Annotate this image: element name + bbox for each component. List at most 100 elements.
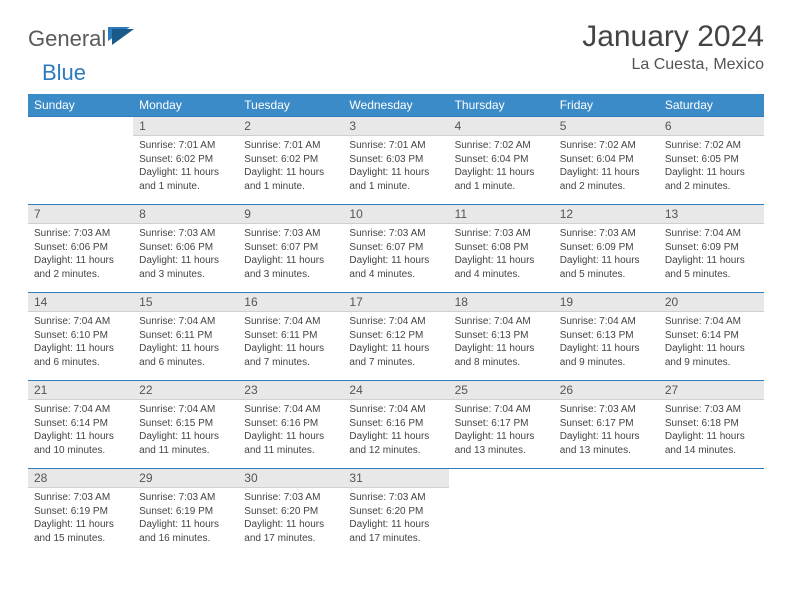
weekday-header: Sunday	[28, 94, 133, 117]
daylight-line: Daylight: 11 hours and 6 minutes.	[139, 342, 232, 369]
sunrise-line: Sunrise: 7:04 AM	[244, 315, 337, 329]
sunrise-line: Sunrise: 7:03 AM	[349, 227, 442, 241]
day-number: 11	[449, 205, 554, 224]
sunrise-line: Sunrise: 7:02 AM	[560, 139, 653, 153]
sunset-line: Sunset: 6:09 PM	[560, 241, 653, 255]
calendar-day: 7Sunrise: 7:03 AMSunset: 6:06 PMDaylight…	[28, 205, 133, 293]
location: La Cuesta, Mexico	[582, 56, 764, 74]
day-details: Sunrise: 7:03 AMSunset: 6:19 PMDaylight:…	[133, 488, 238, 548]
sunset-line: Sunset: 6:19 PM	[34, 505, 127, 519]
daylight-line: Daylight: 11 hours and 7 minutes.	[244, 342, 337, 369]
daylight-line: Daylight: 11 hours and 4 minutes.	[349, 254, 442, 281]
sunset-line: Sunset: 6:19 PM	[139, 505, 232, 519]
sunrise-line: Sunrise: 7:03 AM	[139, 491, 232, 505]
calendar-day: 30Sunrise: 7:03 AMSunset: 6:20 PMDayligh…	[238, 469, 343, 557]
day-details: Sunrise: 7:01 AMSunset: 6:02 PMDaylight:…	[238, 136, 343, 196]
daylight-line: Daylight: 11 hours and 3 minutes.	[139, 254, 232, 281]
daylight-line: Daylight: 11 hours and 9 minutes.	[665, 342, 758, 369]
day-details: Sunrise: 7:03 AMSunset: 6:07 PMDaylight:…	[343, 224, 448, 284]
sunrise-line: Sunrise: 7:02 AM	[455, 139, 548, 153]
day-details: Sunrise: 7:01 AMSunset: 6:02 PMDaylight:…	[133, 136, 238, 196]
calendar-day: 22Sunrise: 7:04 AMSunset: 6:15 PMDayligh…	[133, 381, 238, 469]
sunset-line: Sunset: 6:07 PM	[244, 241, 337, 255]
sunrise-line: Sunrise: 7:04 AM	[349, 315, 442, 329]
sunset-line: Sunset: 6:11 PM	[139, 329, 232, 343]
day-details: Sunrise: 7:04 AMSunset: 6:16 PMDaylight:…	[343, 400, 448, 460]
daylight-line: Daylight: 11 hours and 17 minutes.	[349, 518, 442, 545]
calendar-day: 8Sunrise: 7:03 AMSunset: 6:06 PMDaylight…	[133, 205, 238, 293]
calendar-day: 25Sunrise: 7:04 AMSunset: 6:17 PMDayligh…	[449, 381, 554, 469]
sunrise-line: Sunrise: 7:04 AM	[244, 403, 337, 417]
day-number: 22	[133, 381, 238, 400]
weekday-header: Friday	[554, 94, 659, 117]
day-number: 1	[133, 117, 238, 136]
weekday-header-row: SundayMondayTuesdayWednesdayThursdayFrid…	[28, 94, 764, 117]
daylight-line: Daylight: 11 hours and 11 minutes.	[139, 430, 232, 457]
calendar-day: 5Sunrise: 7:02 AMSunset: 6:04 PMDaylight…	[554, 117, 659, 205]
daylight-line: Daylight: 11 hours and 5 minutes.	[560, 254, 653, 281]
day-number: 15	[133, 293, 238, 312]
logo-text-general: General	[28, 26, 106, 52]
sunset-line: Sunset: 6:05 PM	[665, 153, 758, 167]
sunrise-line: Sunrise: 7:04 AM	[139, 315, 232, 329]
calendar-day: 12Sunrise: 7:03 AMSunset: 6:09 PMDayligh…	[554, 205, 659, 293]
sunset-line: Sunset: 6:13 PM	[560, 329, 653, 343]
day-number: 9	[238, 205, 343, 224]
day-details: Sunrise: 7:03 AMSunset: 6:06 PMDaylight:…	[133, 224, 238, 284]
day-number: 21	[28, 381, 133, 400]
day-number: 7	[28, 205, 133, 224]
calendar-day: 21Sunrise: 7:04 AMSunset: 6:14 PMDayligh…	[28, 381, 133, 469]
daylight-line: Daylight: 11 hours and 4 minutes.	[455, 254, 548, 281]
day-details: Sunrise: 7:01 AMSunset: 6:03 PMDaylight:…	[343, 136, 448, 196]
calendar-day: 16Sunrise: 7:04 AMSunset: 6:11 PMDayligh…	[238, 293, 343, 381]
logo: General	[28, 20, 136, 52]
calendar-table: SundayMondayTuesdayWednesdayThursdayFrid…	[28, 94, 764, 557]
day-number: 31	[343, 469, 448, 488]
calendar-empty	[554, 469, 659, 557]
sunrise-line: Sunrise: 7:03 AM	[139, 227, 232, 241]
sunset-line: Sunset: 6:18 PM	[665, 417, 758, 431]
day-details: Sunrise: 7:02 AMSunset: 6:04 PMDaylight:…	[449, 136, 554, 196]
day-details: Sunrise: 7:02 AMSunset: 6:05 PMDaylight:…	[659, 136, 764, 196]
day-details: Sunrise: 7:04 AMSunset: 6:13 PMDaylight:…	[449, 312, 554, 372]
day-number: 23	[238, 381, 343, 400]
day-number: 12	[554, 205, 659, 224]
sunrise-line: Sunrise: 7:04 AM	[560, 315, 653, 329]
calendar-day: 19Sunrise: 7:04 AMSunset: 6:13 PMDayligh…	[554, 293, 659, 381]
sunset-line: Sunset: 6:07 PM	[349, 241, 442, 255]
calendar-day: 24Sunrise: 7:04 AMSunset: 6:16 PMDayligh…	[343, 381, 448, 469]
sunrise-line: Sunrise: 7:04 AM	[139, 403, 232, 417]
day-details: Sunrise: 7:04 AMSunset: 6:14 PMDaylight:…	[28, 400, 133, 460]
day-details: Sunrise: 7:02 AMSunset: 6:04 PMDaylight:…	[554, 136, 659, 196]
day-number: 5	[554, 117, 659, 136]
day-details: Sunrise: 7:04 AMSunset: 6:10 PMDaylight:…	[28, 312, 133, 372]
day-number: 20	[659, 293, 764, 312]
calendar-row: 1Sunrise: 7:01 AMSunset: 6:02 PMDaylight…	[28, 117, 764, 205]
sunset-line: Sunset: 6:16 PM	[349, 417, 442, 431]
sunrise-line: Sunrise: 7:03 AM	[34, 227, 127, 241]
calendar-day: 11Sunrise: 7:03 AMSunset: 6:08 PMDayligh…	[449, 205, 554, 293]
day-number: 25	[449, 381, 554, 400]
weekday-header: Saturday	[659, 94, 764, 117]
calendar-row: 7Sunrise: 7:03 AMSunset: 6:06 PMDaylight…	[28, 205, 764, 293]
day-details: Sunrise: 7:03 AMSunset: 6:06 PMDaylight:…	[28, 224, 133, 284]
day-details: Sunrise: 7:04 AMSunset: 6:14 PMDaylight:…	[659, 312, 764, 372]
day-details: Sunrise: 7:04 AMSunset: 6:16 PMDaylight:…	[238, 400, 343, 460]
daylight-line: Daylight: 11 hours and 17 minutes.	[244, 518, 337, 545]
daylight-line: Daylight: 11 hours and 2 minutes.	[665, 166, 758, 193]
calendar-day: 18Sunrise: 7:04 AMSunset: 6:13 PMDayligh…	[449, 293, 554, 381]
day-number: 19	[554, 293, 659, 312]
day-number: 8	[133, 205, 238, 224]
daylight-line: Daylight: 11 hours and 13 minutes.	[455, 430, 548, 457]
sunset-line: Sunset: 6:14 PM	[665, 329, 758, 343]
calendar-day: 28Sunrise: 7:03 AMSunset: 6:19 PMDayligh…	[28, 469, 133, 557]
calendar-day: 29Sunrise: 7:03 AMSunset: 6:19 PMDayligh…	[133, 469, 238, 557]
logo-flag-icon	[108, 27, 134, 52]
day-number: 28	[28, 469, 133, 488]
weekday-header: Tuesday	[238, 94, 343, 117]
daylight-line: Daylight: 11 hours and 14 minutes.	[665, 430, 758, 457]
sunset-line: Sunset: 6:06 PM	[34, 241, 127, 255]
daylight-line: Daylight: 11 hours and 16 minutes.	[139, 518, 232, 545]
day-number: 14	[28, 293, 133, 312]
sunset-line: Sunset: 6:20 PM	[244, 505, 337, 519]
